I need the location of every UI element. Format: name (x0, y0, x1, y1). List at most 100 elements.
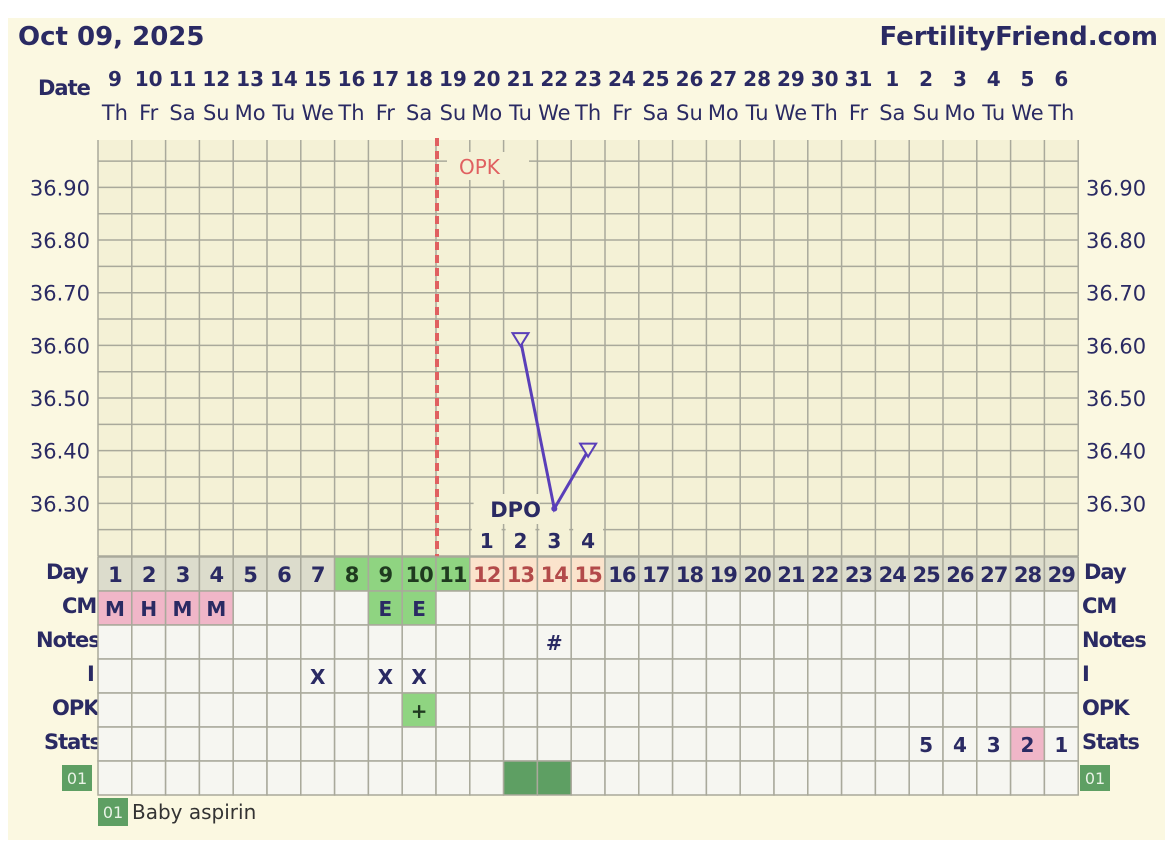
grid-cell (874, 726, 910, 762)
weekday-label: Su (913, 101, 940, 125)
y-tick-label-right: 36.90 (1086, 176, 1146, 200)
weekday-label: Mo (708, 101, 739, 125)
medication-row-badge-left-text: 01 (67, 769, 87, 788)
cycle-day-number: 10 (405, 563, 433, 587)
dpo-number: 4 (581, 529, 595, 553)
cycle-day-number: 9 (378, 563, 392, 587)
opk-line-label: OPK (459, 155, 501, 179)
grid-cell (638, 590, 674, 626)
grid-cell (333, 590, 370, 626)
grid-cell (401, 760, 437, 796)
grid-cell (671, 692, 708, 728)
grid-cell (266, 658, 302, 694)
grid-cell (502, 760, 539, 796)
weekday-label: Mo (471, 101, 502, 125)
cycle-day-number: 16 (608, 563, 636, 587)
grid-cell (570, 760, 606, 796)
site-name[interactable]: FertilityFriend.com (879, 22, 1158, 52)
grid-cell (131, 692, 167, 728)
grid-cell (739, 692, 775, 728)
dpo-number-bg (471, 528, 502, 550)
grid-cell (232, 726, 268, 762)
intercourse-row-label-right: I (1082, 662, 1090, 686)
cycle-day-number: 2 (142, 563, 156, 587)
date-label: 13 (236, 67, 264, 91)
grid-cell (908, 590, 944, 626)
weekday-label: Mo (235, 101, 266, 125)
weekday-label: Sa (406, 101, 432, 125)
day-row-label-left: Day (46, 560, 89, 584)
grid-cell (942, 760, 978, 796)
grid-cell (266, 692, 302, 728)
cycle-day-number: 15 (574, 563, 602, 587)
grid-cell (97, 556, 133, 592)
grid-cell (840, 658, 877, 694)
dpo-label: DPO (490, 498, 541, 522)
grid-cell (333, 726, 370, 762)
weekday-label: Th (101, 101, 128, 125)
cycle-day-number: 18 (676, 563, 704, 587)
grid-cell (874, 624, 910, 660)
date-label: 30 (811, 67, 839, 91)
grid-cell (570, 556, 606, 592)
grid-cell (739, 726, 775, 762)
weekday-label: We (775, 101, 807, 125)
grid-cell (1009, 692, 1046, 728)
dpo-number: 2 (514, 529, 528, 553)
grid-cell (773, 760, 809, 796)
grid-cell (435, 760, 471, 796)
grid-cell (198, 760, 234, 796)
grid-cell (942, 556, 978, 592)
grid-cell (300, 760, 336, 796)
date-label: 27 (709, 67, 737, 91)
date-label: 4 (987, 67, 1001, 91)
y-tick-label-left: 36.80 (30, 229, 90, 253)
weekday-label: Fr (139, 101, 159, 125)
grid-cell (300, 692, 336, 728)
grid-cell (435, 658, 471, 694)
grid-cell (773, 726, 809, 762)
grid-cell (502, 624, 539, 660)
grid-cell (807, 692, 843, 728)
weekday-label: We (301, 101, 333, 125)
grid-cell (232, 760, 268, 796)
grid-cell (976, 590, 1012, 626)
opk-row-label-right: OPK (1082, 696, 1130, 720)
grid-cell (164, 624, 201, 660)
date-label: 20 (473, 67, 501, 91)
weekday-label: Su (676, 101, 703, 125)
grid-cell (604, 590, 640, 626)
notes-row-label-left: Notes (36, 628, 101, 652)
grid-cell (266, 760, 302, 796)
medication-legend: 01 Baby aspirin (98, 798, 256, 826)
grid-cell (367, 760, 403, 796)
grid-cell (638, 760, 674, 796)
grid-cell (705, 590, 741, 626)
grid-cell (300, 726, 336, 762)
cycle-day-number: 1 (108, 563, 122, 587)
weekday-label: Mo (944, 101, 975, 125)
grid-cell (570, 624, 606, 660)
date-label: 3 (953, 67, 967, 91)
date-label: 24 (608, 67, 636, 91)
grid-cell (131, 658, 167, 694)
grid-cell (840, 590, 877, 626)
temperature-point-open (510, 332, 531, 349)
grid-cell (1009, 590, 1046, 626)
grid-cell (1043, 692, 1079, 728)
stats-row-label-right: Stats (1082, 730, 1140, 754)
date-label: 5 (1021, 67, 1035, 91)
cm-entry: M (105, 597, 125, 621)
grid-cell (97, 726, 133, 762)
weekday-label: Sa (643, 101, 669, 125)
date-label: 29 (777, 67, 805, 91)
date-label: 9 (108, 67, 122, 91)
grid-cell (1043, 624, 1079, 660)
date-label: 2 (919, 67, 933, 91)
grid-cell (164, 590, 201, 626)
grid-cell (840, 726, 877, 762)
intercourse-marker: X (310, 665, 326, 689)
y-tick-label-right: 36.40 (1086, 440, 1146, 464)
grid-cell (469, 692, 505, 728)
